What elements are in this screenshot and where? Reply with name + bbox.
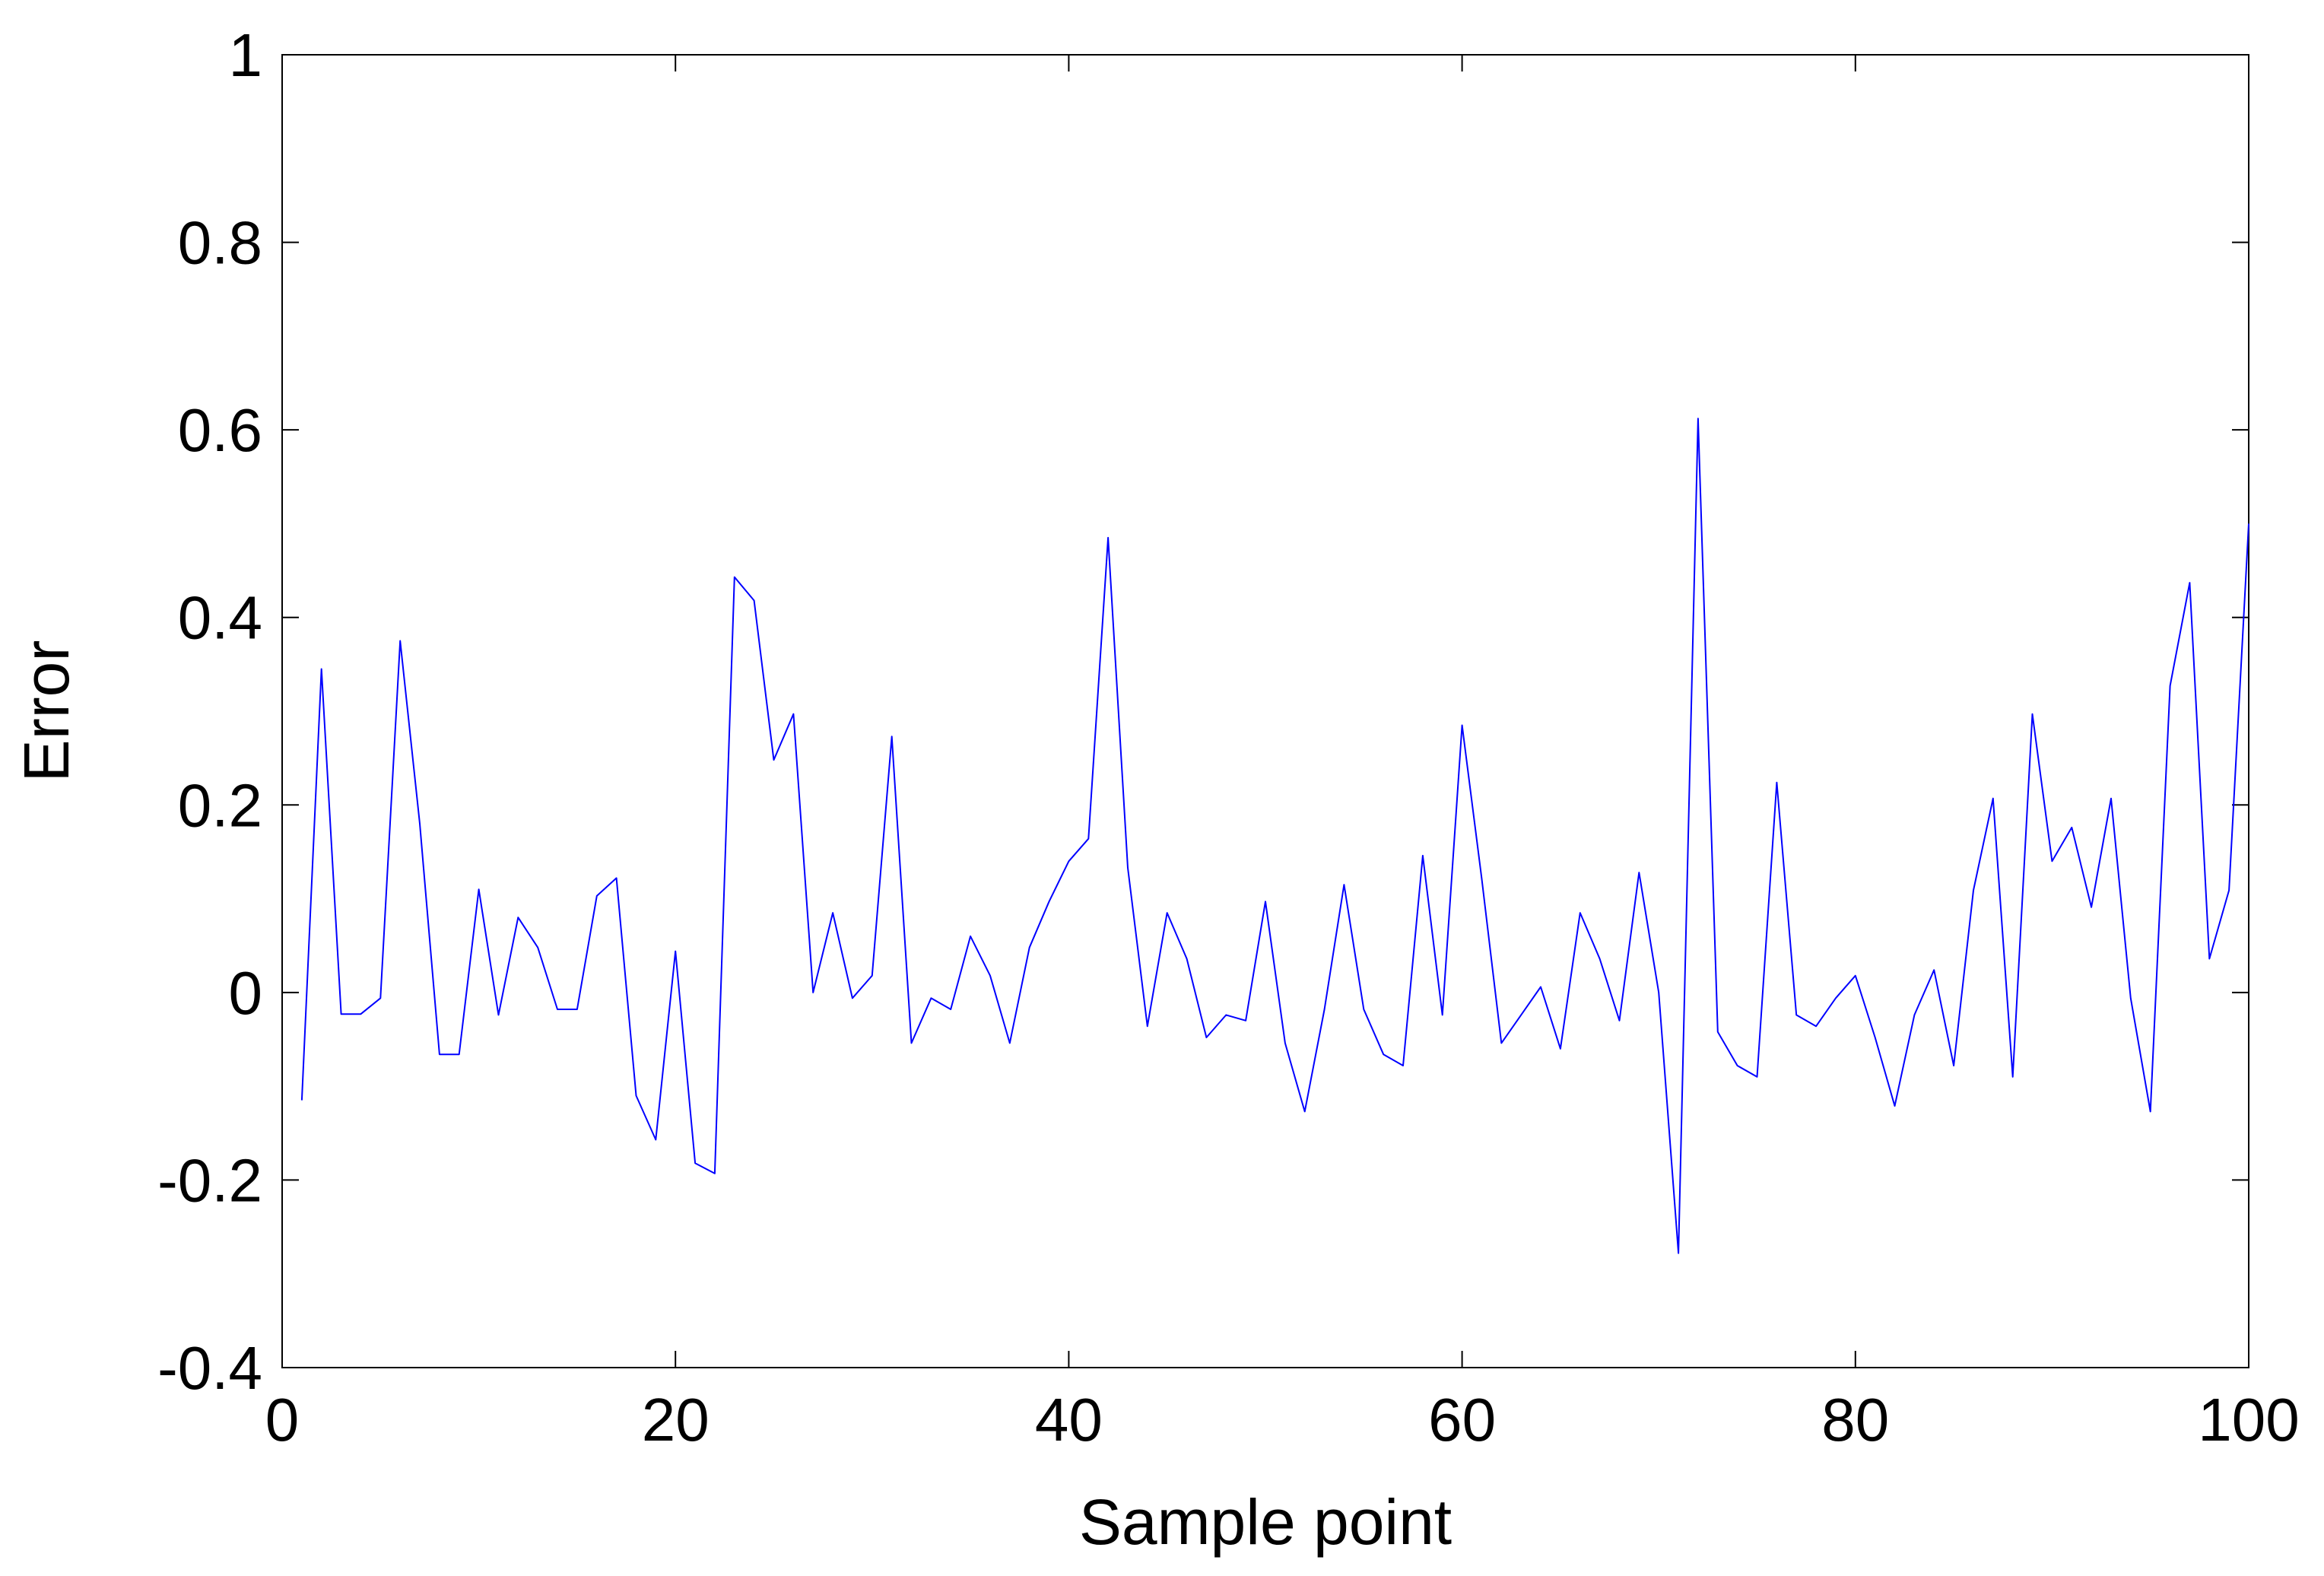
y-tick-label: 0 — [229, 959, 263, 1027]
y-axis-label: Error — [11, 640, 82, 783]
x-tick-label: 20 — [642, 1386, 710, 1454]
y-tick-label: 0.6 — [178, 396, 262, 464]
plot-area — [281, 54, 2249, 1368]
x-tick-label: 80 — [1821, 1386, 1889, 1454]
x-axis-label: Sample point — [1079, 1486, 1452, 1558]
y-tick-label: -0.2 — [157, 1146, 262, 1214]
y-tick-label: 0.4 — [178, 584, 262, 652]
y-tick-label: 1 — [229, 21, 263, 89]
tick-labels: 0 20 40 60 80 100 -0.4 -0.2 0 0.2 0.4 0.6 0.8 1 — [157, 21, 2300, 1454]
x-tick-label: 0 — [265, 1386, 300, 1454]
error-series-line — [300, 418, 2249, 1254]
y-tick-label: -0.4 — [157, 1334, 262, 1402]
y-tick-label: 0.2 — [178, 771, 262, 839]
x-tick-label: 40 — [1035, 1386, 1103, 1454]
x-tick-label: 100 — [2198, 1386, 2299, 1454]
x-tick-label: 60 — [1428, 1386, 1496, 1454]
y-tick-label: 0.8 — [178, 209, 262, 277]
axis-ticks — [281, 54, 2249, 1368]
